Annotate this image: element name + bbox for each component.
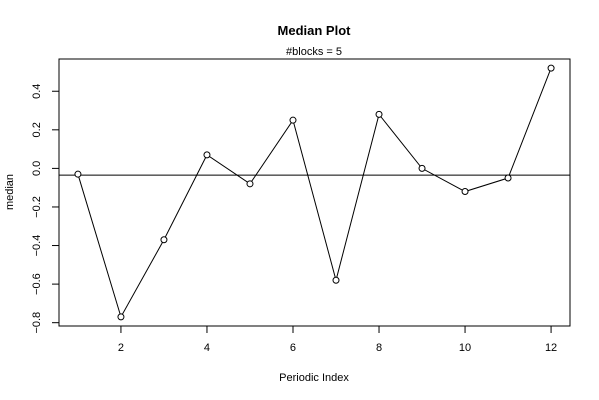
x-axis: 2 4 6 8 10 12 [118,325,557,354]
data-point [160,236,168,244]
x-tick-label: 4 [204,342,210,354]
data-point [375,110,383,118]
data-point [246,180,254,188]
chart-subtitle: #blocks = 5 [286,46,342,58]
data-point [203,151,211,159]
plot-frame [58,58,571,327]
data-point [504,174,512,182]
x-tick-label: 12 [545,342,557,354]
chart-title: Median Plot [278,23,352,38]
y-tick-label: −0.8 [31,312,43,334]
y-tick-label: −0.6 [31,273,43,295]
series-line [77,67,552,319]
y-tick-label: 0.2 [31,122,43,137]
x-tick-label: 10 [459,342,471,354]
x-tick-label: 2 [118,342,124,354]
x-tick-label: 6 [290,342,296,354]
data-point [418,164,426,172]
data-point [117,313,125,321]
data-point [289,116,297,124]
data-point [461,188,469,196]
data-points [74,64,555,321]
x-tick-label: 8 [376,342,382,354]
data-point [547,64,555,72]
y-tick-label: −0.2 [31,196,43,218]
y-tick-label: 0.4 [31,84,43,99]
data-point [332,276,340,284]
y-tick-label: −0.4 [31,235,43,257]
y-tick-label: 0.0 [31,161,43,176]
x-axis-label: Periodic Index [279,372,349,384]
data-point [74,170,82,178]
y-axis-label: median [4,174,16,210]
y-axis: −0.8 −0.6 −0.4 −0.2 0.0 0.2 0.4 [31,84,60,334]
